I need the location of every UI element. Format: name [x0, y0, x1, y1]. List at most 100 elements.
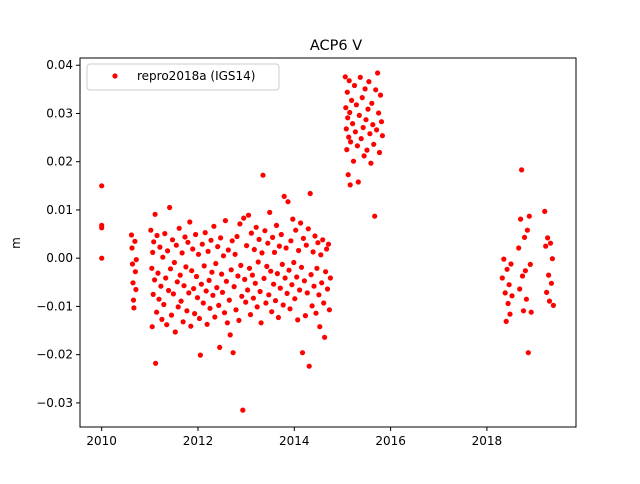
data-point: [305, 226, 311, 232]
data-point: [222, 218, 228, 224]
data-point: [505, 300, 511, 307]
data-point: [313, 310, 319, 316]
data-point: [542, 208, 548, 214]
data-point: [320, 237, 326, 243]
data-point: [358, 136, 364, 142]
data-point: [279, 261, 285, 267]
y-axis-label: m: [9, 237, 23, 249]
data-point: [343, 105, 349, 111]
data-point: [377, 92, 384, 98]
data-point: [350, 121, 356, 127]
data-point: [247, 312, 254, 318]
data-point: [167, 266, 174, 272]
data-point: [208, 237, 214, 243]
data-point: [525, 350, 531, 356]
data-point: [367, 131, 373, 137]
data-point: [194, 295, 201, 301]
data-point: [155, 270, 161, 276]
data-point: [317, 324, 323, 330]
data-point: [154, 232, 160, 239]
data-point: [99, 183, 105, 189]
data-point: [183, 264, 189, 270]
data-point: [297, 287, 303, 293]
data-point: [365, 106, 371, 112]
data-point: [290, 216, 296, 222]
data-point: [197, 352, 203, 358]
data-point: [516, 245, 522, 251]
data-point: [301, 278, 307, 284]
data-point: [220, 253, 227, 259]
data-point: [293, 227, 299, 233]
data-point: [272, 298, 279, 304]
y-tick-label: −0.01: [36, 299, 73, 313]
data-point: [359, 95, 365, 101]
data-point: [316, 292, 322, 298]
data-point: [267, 209, 273, 215]
data-point: [174, 279, 180, 285]
data-point: [544, 289, 550, 295]
data-point: [257, 288, 263, 295]
data-point: [503, 318, 509, 324]
data-point: [306, 363, 312, 369]
data-point: [198, 281, 204, 287]
data-point: [262, 228, 268, 234]
data-point: [207, 305, 213, 311]
data-point: [362, 86, 368, 92]
data-point: [132, 269, 138, 275]
data-point: [188, 323, 194, 329]
data-point: [270, 234, 276, 240]
data-point: [233, 307, 239, 313]
data-point: [212, 314, 218, 320]
data-point: [240, 407, 246, 413]
y-tick-label: 0.03: [46, 106, 73, 120]
data-point: [221, 310, 228, 316]
data-point: [239, 293, 245, 299]
data-point: [355, 179, 361, 185]
data-point: [248, 230, 254, 236]
data-point: [181, 283, 187, 289]
data-point: [217, 344, 223, 350]
data-point: [184, 308, 190, 314]
data-point: [177, 272, 183, 278]
scatter-points: [99, 70, 557, 413]
data-point: [271, 281, 277, 287]
data-point: [258, 320, 264, 326]
data-point: [523, 296, 530, 302]
data-point: [519, 273, 526, 279]
data-point: [366, 79, 372, 85]
data-point: [368, 160, 374, 166]
data-point: [167, 204, 173, 211]
data-point: [133, 286, 139, 293]
data-point: [260, 172, 266, 178]
y-tick-label: 0.02: [46, 155, 73, 169]
data-point: [309, 303, 315, 309]
data-point: [268, 268, 274, 274]
data-point: [360, 124, 366, 131]
data-point: [149, 265, 155, 271]
data-point: [378, 119, 385, 125]
data-point: [229, 238, 235, 244]
data-point: [296, 247, 302, 254]
data-point: [189, 268, 195, 274]
data-point: [373, 87, 379, 93]
data-point: [182, 234, 188, 240]
data-point: [193, 273, 200, 280]
data-point: [178, 298, 184, 304]
data-point: [191, 286, 197, 292]
data-point: [342, 74, 348, 80]
data-point: [318, 252, 324, 258]
data-point: [518, 216, 524, 222]
data-point: [175, 304, 181, 310]
x-tick-label: 2010: [86, 434, 117, 448]
data-point: [352, 129, 358, 135]
data-point: [548, 280, 555, 286]
data-point: [300, 235, 306, 241]
data-point: [231, 284, 237, 290]
data-point: [363, 117, 369, 123]
data-point: [524, 227, 531, 233]
data-point: [128, 232, 135, 238]
data-point: [325, 241, 332, 247]
data-point: [130, 297, 137, 303]
data-point: [379, 133, 385, 139]
